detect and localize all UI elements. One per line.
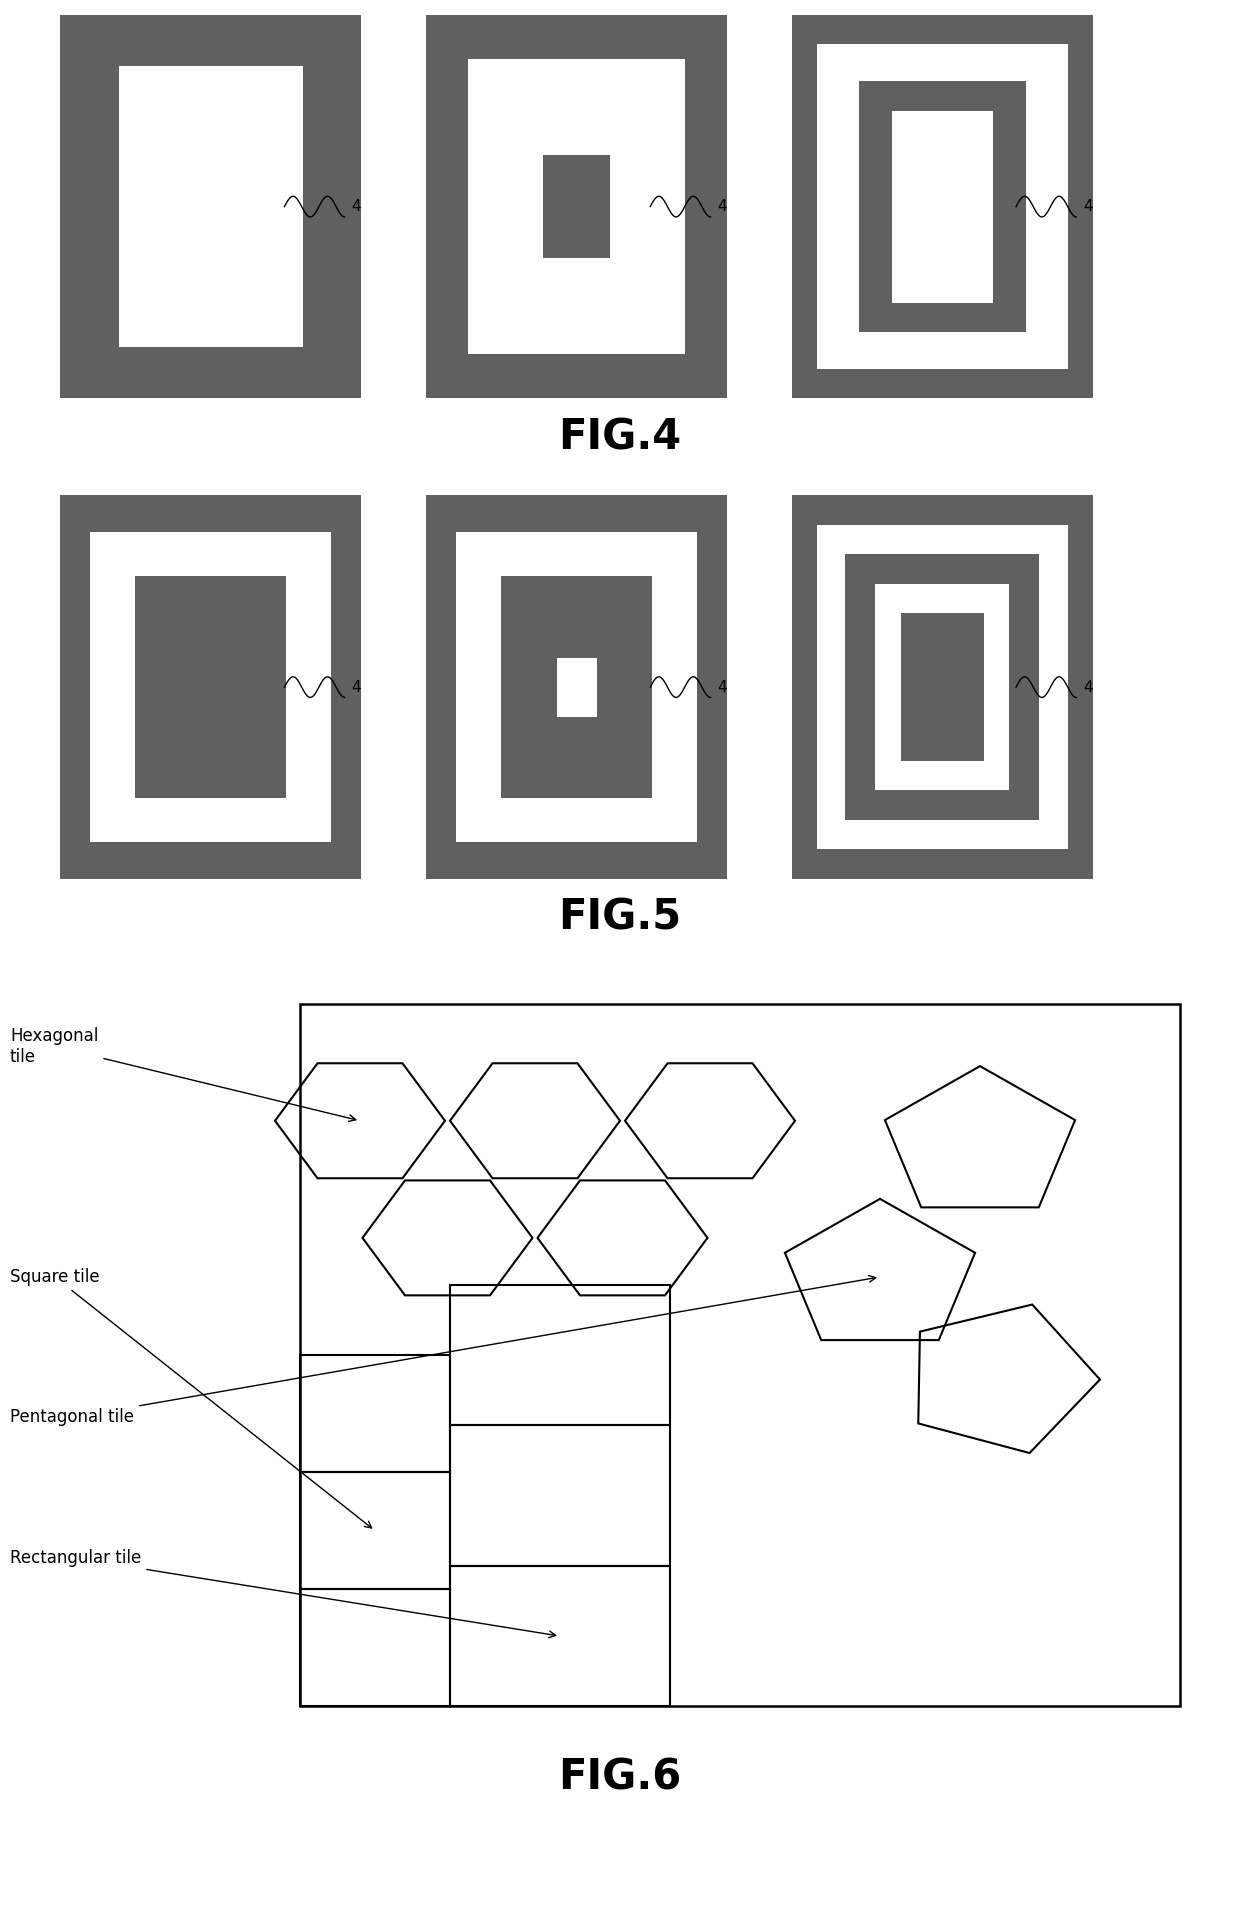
Bar	[91, 532, 331, 842]
Text: Rectangular tile: Rectangular tile	[10, 1549, 556, 1638]
Text: 4: 4	[351, 200, 361, 213]
Bar	[893, 111, 993, 302]
Bar	[817, 525, 1068, 850]
Bar	[543, 156, 610, 258]
Bar	[456, 532, 697, 842]
Bar	[300, 1472, 450, 1589]
Bar	[875, 584, 1009, 790]
Text: Hexagonal
tile: Hexagonal tile	[10, 1026, 356, 1121]
Bar	[900, 613, 985, 761]
Bar	[450, 1426, 670, 1566]
Text: FIG.4: FIG.4	[558, 417, 682, 457]
Text: Pentagonal tile: Pentagonal tile	[10, 1276, 875, 1426]
Text: 4: 4	[1083, 200, 1092, 213]
Text: 4: 4	[717, 680, 727, 694]
Bar	[467, 60, 686, 354]
Bar	[846, 554, 1039, 821]
Text: FIG.5: FIG.5	[558, 898, 682, 938]
Bar	[300, 1355, 450, 1472]
Text: 4: 4	[717, 200, 727, 213]
Text: FIG.6: FIG.6	[558, 1757, 682, 1799]
Text: Square tile: Square tile	[10, 1269, 372, 1528]
Bar	[501, 577, 652, 798]
Text: 4: 4	[351, 680, 361, 694]
Bar	[450, 1566, 670, 1707]
Bar	[557, 657, 596, 717]
Bar	[300, 1589, 450, 1707]
Bar	[135, 577, 286, 798]
Bar	[817, 44, 1068, 369]
Bar	[119, 67, 303, 346]
Text: 4: 4	[1083, 680, 1092, 694]
Bar	[300, 1003, 1180, 1707]
Bar	[450, 1284, 670, 1426]
Bar	[859, 81, 1027, 333]
